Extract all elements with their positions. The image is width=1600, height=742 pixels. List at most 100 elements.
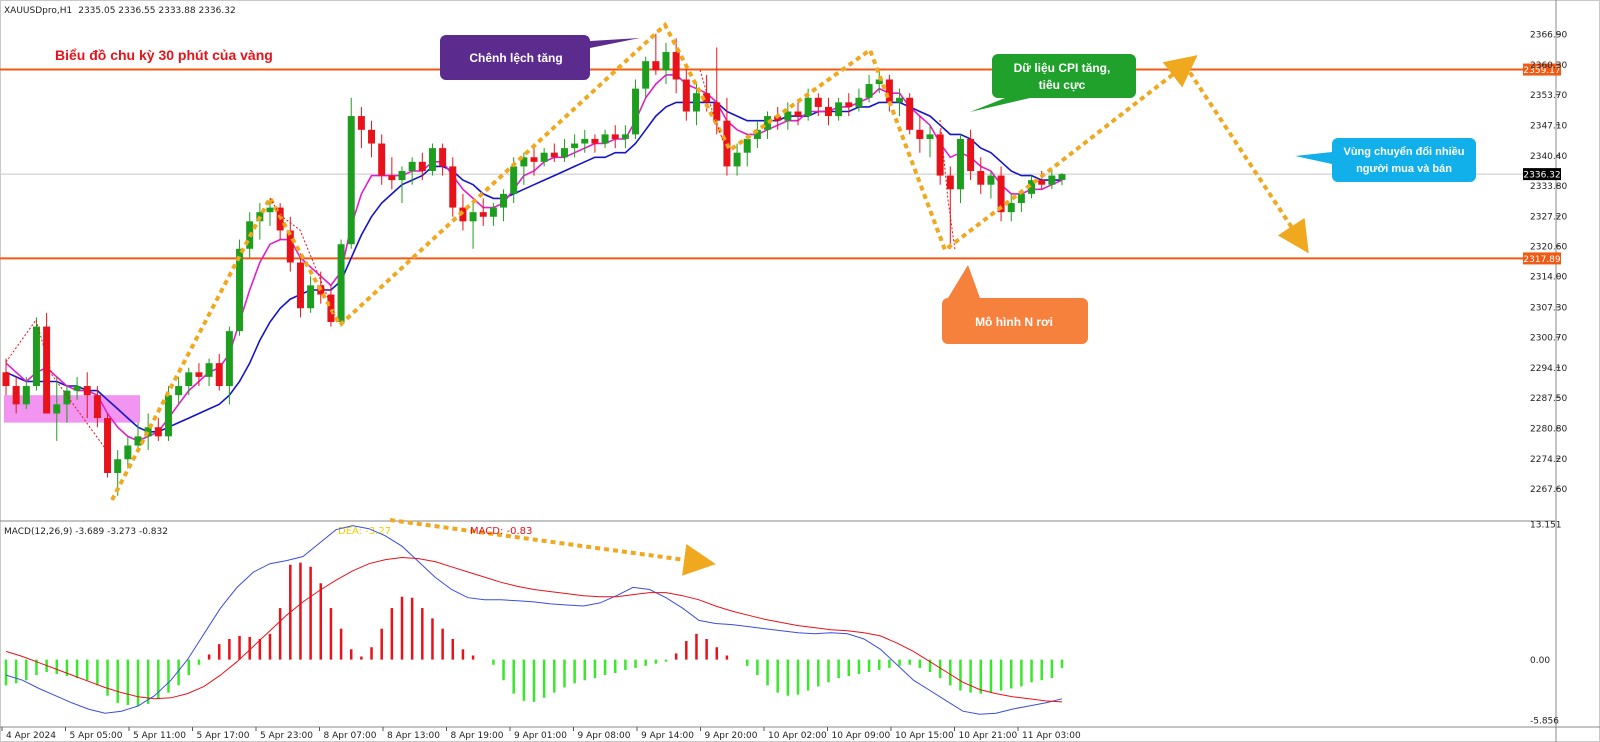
candle-body [723,120,731,167]
candle-body [581,138,589,144]
candle-body [956,138,964,190]
price-tick-label: 2314.00 [1530,273,1567,283]
horizontal-lines: 2359.17 2317.89 [0,63,1561,265]
price-tick-label: 2366.90 [1530,31,1567,41]
candle-body [53,404,61,414]
arrow-path-2 [1183,63,1309,254]
candle-body [398,170,406,181]
candle-body [286,230,294,263]
price-tick-label: 2353.70 [1530,91,1567,101]
price-tick-label: 2347.10 [1530,121,1567,131]
candle-body [946,175,954,190]
hline-label-0: 2359.17 [1523,66,1560,76]
time-tick-label: 10 Apr 09:00 [832,731,891,741]
candle-body [83,386,91,396]
candle-body [560,148,568,158]
callout-green-text-2: tiêu cực [1039,78,1086,92]
candle-body [469,212,477,222]
macd-tick-label: 13.151 [1530,521,1562,531]
candle-body [408,161,416,171]
price-tick-label: 2320.60 [1530,243,1567,253]
candle-body [916,129,924,139]
candle-body [611,134,619,139]
swing-lines [5,69,956,456]
hline-label-bg-1 [1523,252,1561,265]
candle-body [977,170,985,185]
macd-label: MACD: -0.83 [470,526,532,537]
candle-body [906,97,914,130]
chart-title: Biểu đồ chu kỳ 30 phút của vàng [55,47,273,63]
trend-arrows [110,21,1309,576]
callout-purple: Chênh lệch tăng [440,35,640,80]
price-tick-label: 2340.40 [1530,152,1567,162]
candle-body [1017,193,1025,204]
candle-body [621,134,629,139]
time-tick-label: 11 Apr 03:00 [1022,731,1081,741]
candle-body [713,102,721,121]
price-tick-label: 2267.60 [1530,485,1567,495]
candle-body [22,386,30,405]
time-tick-label: 8 Apr 13:00 [387,731,440,741]
candle-body [794,111,802,117]
time-tick-label: 5 Apr 05:00 [70,731,123,741]
candle-body [154,427,162,437]
candle-body [195,372,203,377]
candle-body [205,363,213,377]
candle-body [134,436,142,446]
candle-body [489,207,497,217]
candle-body [73,386,81,391]
candle-body [835,102,843,117]
hline-label-1: 2317.89 [1523,255,1560,265]
candle-body [824,106,832,117]
price-tick-label: 2333.80 [1530,182,1567,192]
price-tick-label: 2307.30 [1530,303,1567,313]
candle-body [357,116,365,130]
price-tick-label: 2300.70 [1530,334,1567,344]
candle-body [682,79,690,112]
candle-body [540,152,548,162]
time-tick-label: 10 Apr 15:00 [895,731,954,741]
candle-body [804,97,812,117]
candle-body [225,331,233,387]
candle-body [642,61,650,89]
candle-body [459,207,467,222]
candle-body [104,418,112,473]
candle-body [428,148,436,171]
candle-body [591,138,599,144]
time-tick-label: 8 Apr 19:00 [451,731,504,741]
time-tick-label: 5 Apr 11:00 [133,731,186,741]
candle-body [12,386,20,405]
price-axis: 2366.90 2360.30 2353.70 2347.10 2340.40 2333.… [1523,31,1567,495]
callout-green: Dữ liệu CPI tăng, tiêu cực [970,54,1136,112]
candle-body [1007,203,1015,213]
candle-body [855,97,863,107]
time-tick-label: 5 Apr 23:00 [260,731,313,741]
time-tick-label: 9 Apr 14:00 [641,731,694,741]
candle-body [571,143,579,149]
callout-green-text-1: Dữ liệu CPI tăng, [1014,61,1111,75]
candle-body [114,459,122,473]
signal-line [5,556,1063,703]
candle-body [885,79,893,103]
callout-blue-text-2: người mua và bán [1356,163,1452,175]
candle-body [418,161,426,171]
candle-body [439,148,447,167]
candle-body [368,129,376,144]
time-tick-label: 9 Apr 01:00 [514,731,567,741]
callout-orange-text: Mô hình N rơi [975,315,1053,329]
macd-axis: 13.151 0.00 -5.856 [1530,521,1562,727]
candle-body [936,134,944,176]
candle-body [1058,174,1066,180]
callout-purple-text: Chênh lệch tăng [469,51,562,65]
price-tick-label: 2360.30 [1530,61,1567,71]
candle-body [1048,175,1056,185]
candle-body [967,138,975,171]
price-tick-label: 2294.10 [1530,364,1567,374]
candle-body [814,97,822,107]
time-tick-label: 9 Apr 08:00 [578,731,631,741]
candle-body [500,193,508,208]
candle-body [1028,180,1036,194]
candle-body [175,386,183,396]
candle-body [185,372,193,387]
